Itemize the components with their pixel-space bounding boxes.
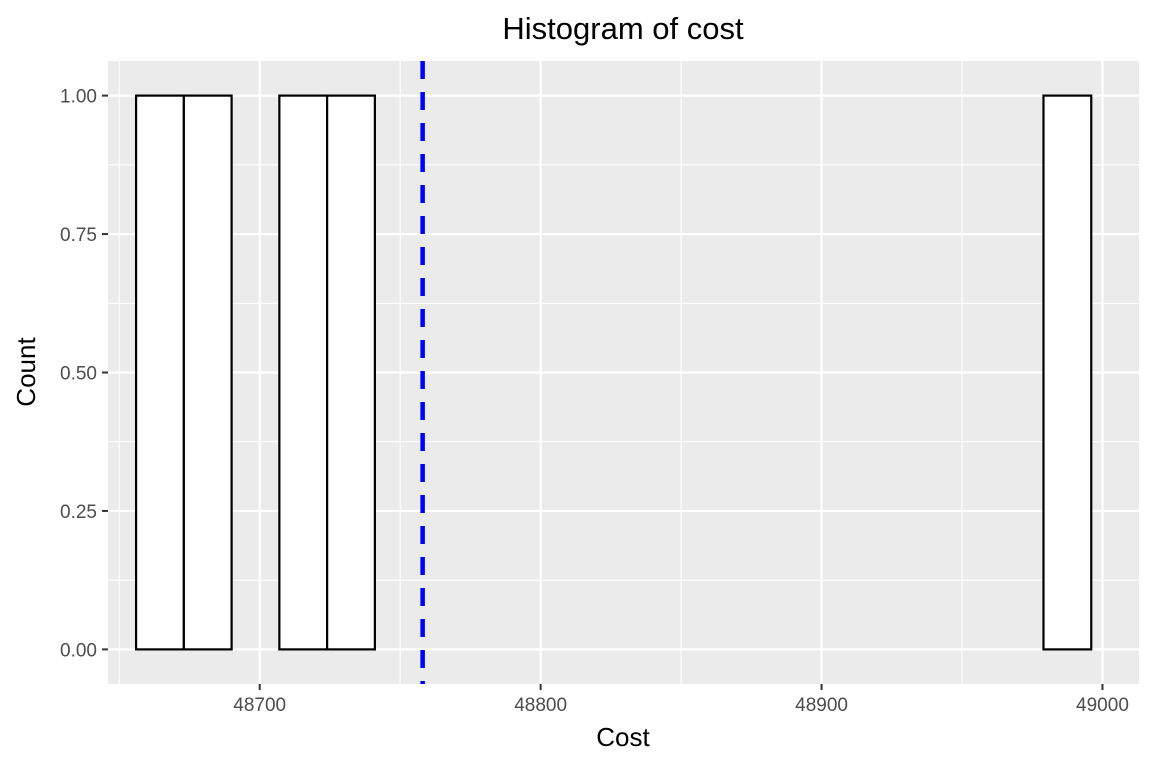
histogram-bar <box>182 94 233 651</box>
x-axis: 48700 48800 48900 49000 <box>233 684 1129 716</box>
x-tick-label: 48900 <box>795 695 848 716</box>
y-axis-title: Count <box>11 337 41 407</box>
histogram-bar <box>1042 94 1093 651</box>
histogram-bar <box>134 94 185 651</box>
x-tick-label: 49000 <box>1076 695 1129 716</box>
chart-title: Histogram of cost <box>502 11 744 46</box>
x-tick-label: 48800 <box>514 695 567 716</box>
y-axis: 0.00 0.25 0.50 0.75 1.00 <box>60 87 108 661</box>
histogram-bars <box>134 94 1093 651</box>
y-tick-label: 0.50 <box>60 364 97 385</box>
y-tick-label: 0.25 <box>60 502 97 523</box>
y-tick-label: 0.75 <box>60 225 97 246</box>
y-tick-label: 1.00 <box>60 87 97 108</box>
x-tick-label: 48700 <box>233 695 286 716</box>
x-axis-title: Cost <box>596 722 650 752</box>
histogram-bar <box>278 94 329 651</box>
y-tick-label: 0.00 <box>60 640 97 661</box>
histogram-bar <box>326 94 376 651</box>
